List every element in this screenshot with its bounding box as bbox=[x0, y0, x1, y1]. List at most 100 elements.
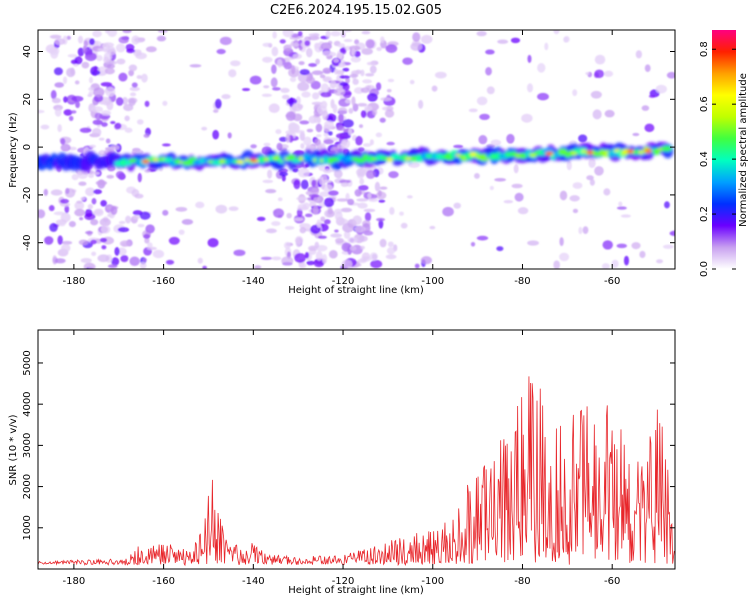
noise-blob bbox=[559, 252, 570, 262]
noise-blob bbox=[147, 242, 153, 248]
noise-blob bbox=[386, 141, 395, 146]
noise-blob bbox=[261, 93, 273, 97]
noise-blob bbox=[62, 76, 68, 85]
noise-blob bbox=[360, 87, 370, 93]
noise-blob bbox=[40, 124, 50, 130]
noise-blob bbox=[77, 169, 89, 179]
noise-blob bbox=[66, 67, 76, 78]
x-tick-label: -80 bbox=[514, 276, 530, 287]
x-tick-label: -100 bbox=[421, 276, 444, 287]
noise-blob bbox=[215, 204, 228, 214]
noise-blob bbox=[65, 187, 70, 195]
noise-blob bbox=[221, 94, 231, 100]
noise-blob bbox=[85, 187, 96, 197]
x-tick-label: -180 bbox=[63, 576, 86, 587]
noise-blob bbox=[320, 216, 326, 222]
noise-blob bbox=[374, 181, 381, 192]
noise-blob bbox=[656, 259, 664, 264]
noise-blob bbox=[496, 246, 504, 252]
noise-blob bbox=[563, 36, 569, 43]
noise-blob bbox=[106, 60, 118, 65]
noise-blob bbox=[361, 252, 371, 261]
noise-blob bbox=[283, 241, 291, 249]
ridge-peak-blob bbox=[469, 152, 477, 157]
noise-blob bbox=[298, 262, 307, 269]
noise-blob bbox=[161, 143, 171, 147]
noise-blob bbox=[402, 57, 413, 65]
x-tick-label: -140 bbox=[242, 276, 265, 287]
noise-blob bbox=[271, 221, 281, 227]
ridge-core-blob bbox=[431, 152, 438, 161]
noise-blob bbox=[333, 169, 343, 179]
noise-blob bbox=[354, 188, 362, 197]
noise-blob bbox=[59, 202, 71, 207]
noise-blob bbox=[350, 56, 361, 63]
noise-blob bbox=[48, 205, 55, 212]
noise-blob bbox=[279, 171, 288, 177]
noise-blob bbox=[285, 111, 296, 122]
noise-blob bbox=[352, 215, 362, 226]
noise-blob bbox=[360, 69, 365, 77]
noise-blob bbox=[372, 108, 378, 116]
noise-blob bbox=[517, 207, 529, 215]
noise-blob bbox=[63, 96, 68, 103]
noise-blob bbox=[485, 66, 492, 76]
noise-blob bbox=[74, 201, 85, 210]
noise-blob bbox=[124, 115, 130, 122]
y-tick-label: 3000 bbox=[22, 433, 33, 458]
noise-blob bbox=[317, 235, 327, 239]
noise-blob bbox=[343, 39, 353, 43]
noise-blob bbox=[271, 46, 279, 57]
noise-blob bbox=[328, 190, 339, 196]
ridge-peak-blob bbox=[638, 150, 644, 155]
noise-blob bbox=[313, 117, 320, 124]
noise-blob bbox=[337, 43, 346, 48]
colorbar-tick-label: 0.0 bbox=[699, 261, 710, 277]
noise-blob bbox=[578, 134, 588, 143]
noise-blob bbox=[207, 238, 219, 248]
spectrogram-y-label: Frequency (Hz) bbox=[8, 112, 19, 188]
noise-blob bbox=[126, 48, 136, 54]
noise-blob bbox=[106, 100, 114, 111]
noise-blob bbox=[102, 42, 115, 48]
noise-blob bbox=[277, 197, 283, 202]
noise-blob bbox=[60, 198, 70, 204]
noise-blob bbox=[514, 192, 524, 202]
noise-blob bbox=[114, 246, 120, 256]
noise-blob bbox=[410, 42, 423, 51]
noise-blob bbox=[122, 30, 132, 34]
colorbar: 0.0 0.2 0.4 0.6 0.8 Normalized spectral ampl… bbox=[699, 30, 749, 277]
noise-blob bbox=[280, 87, 290, 93]
noise-blob bbox=[364, 212, 372, 222]
noise-blob bbox=[359, 178, 365, 185]
noise-blob bbox=[338, 218, 349, 225]
noise-blob bbox=[569, 195, 580, 202]
noise-blob bbox=[68, 220, 76, 228]
colorbar-label: Normalized spectral amplitude bbox=[738, 73, 749, 227]
noise-blob bbox=[662, 244, 674, 249]
noise-blob bbox=[281, 94, 290, 100]
noise-blob bbox=[71, 95, 84, 102]
noise-blob bbox=[386, 247, 396, 255]
noise-blob bbox=[104, 30, 110, 34]
noise-blob bbox=[494, 178, 507, 182]
noise-blob bbox=[316, 219, 322, 228]
noise-blob bbox=[341, 138, 351, 149]
noise-blob bbox=[79, 127, 92, 133]
noise-blob bbox=[115, 43, 126, 53]
noise-blob bbox=[478, 135, 488, 145]
noise-blob bbox=[379, 117, 386, 123]
noise-blob bbox=[365, 169, 376, 179]
noise-blob bbox=[544, 42, 549, 51]
noise-blob bbox=[288, 122, 298, 131]
ridge-hotspot-core bbox=[251, 159, 256, 162]
snr-y-ticks: 1000 2000 3000 4000 5000 bbox=[22, 350, 675, 541]
noise-blob bbox=[84, 209, 93, 218]
noise-blob bbox=[94, 209, 103, 215]
noise-blob bbox=[293, 217, 304, 221]
noise-blob bbox=[357, 103, 368, 107]
noise-blob bbox=[347, 236, 358, 244]
noise-blob bbox=[38, 109, 45, 114]
noise-blob bbox=[92, 30, 102, 38]
spectrogram-panel: -180 -160 -140 -120 -100 -80 -60 -40 -20 0 20 40 H… bbox=[8, 29, 676, 296]
